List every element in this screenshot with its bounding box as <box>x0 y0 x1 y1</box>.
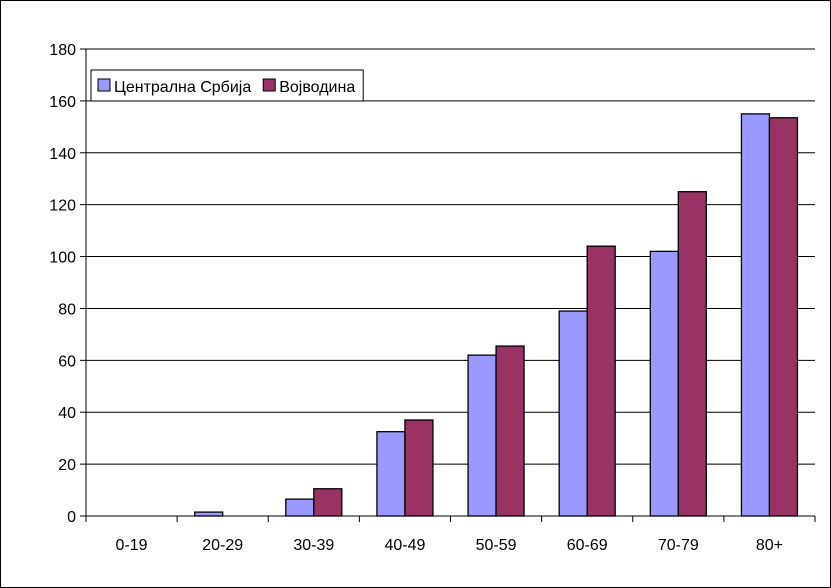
bar-series1-40-49 <box>376 431 406 517</box>
bar-series2-60-69 <box>586 245 616 517</box>
bars <box>194 113 799 517</box>
x-tick-label: 80+ <box>756 537 783 554</box>
y-tick-label: 40 <box>58 405 76 422</box>
bar-series2-80+ <box>768 117 799 517</box>
legend-label: Централна Србија <box>114 79 251 96</box>
bar-series1-20-29 <box>194 511 224 517</box>
axes <box>80 48 816 522</box>
bar-series2-50-59 <box>495 345 525 517</box>
bar-series1-80+ <box>740 113 771 517</box>
x-tick-labels: 0-19 20-29 30-39 40-49 50-59 60-69 70-79 80+ <box>116 537 783 554</box>
x-tick-label: 70-79 <box>658 537 699 554</box>
x-tick-label: 20-29 <box>202 537 243 554</box>
y-tick-label: 120 <box>49 198 76 215</box>
y-tick-label: 0 <box>67 509 76 526</box>
legend-swatch <box>262 78 276 92</box>
y-tick-label: 100 <box>49 250 76 267</box>
x-tick-label: 50-59 <box>476 537 517 554</box>
y-tick-label: 160 <box>49 94 76 111</box>
legend-label: Војводина <box>279 79 355 96</box>
bar-series1-60-69 <box>558 310 588 517</box>
x-tick-label: 0-19 <box>116 537 148 554</box>
y-tick-label: 180 <box>49 42 76 59</box>
y-tick-label: 140 <box>49 146 76 163</box>
y-tick-label: 80 <box>58 301 76 318</box>
bar-series2-70-79 <box>677 191 707 517</box>
x-tick-label: 40-49 <box>384 537 425 554</box>
legend-swatch <box>97 78 111 92</box>
bar-series1-70-79 <box>649 250 679 517</box>
y-tick-labels: 0 20 40 60 80 100 120 140 160 180 <box>49 42 76 526</box>
x-tick-label: 60-69 <box>567 537 608 554</box>
y-tick-label: 60 <box>58 353 76 370</box>
bar-series2-30-39 <box>313 488 343 517</box>
bar-series1-50-59 <box>467 354 497 517</box>
x-tick-label: 30-39 <box>293 537 334 554</box>
bar-series1-30-39 <box>285 498 315 517</box>
y-tick-label: 20 <box>58 457 76 474</box>
legend-box <box>90 69 364 102</box>
legend: Централна Србија Војводина <box>90 69 364 102</box>
bar-series2-40-49 <box>404 419 434 517</box>
